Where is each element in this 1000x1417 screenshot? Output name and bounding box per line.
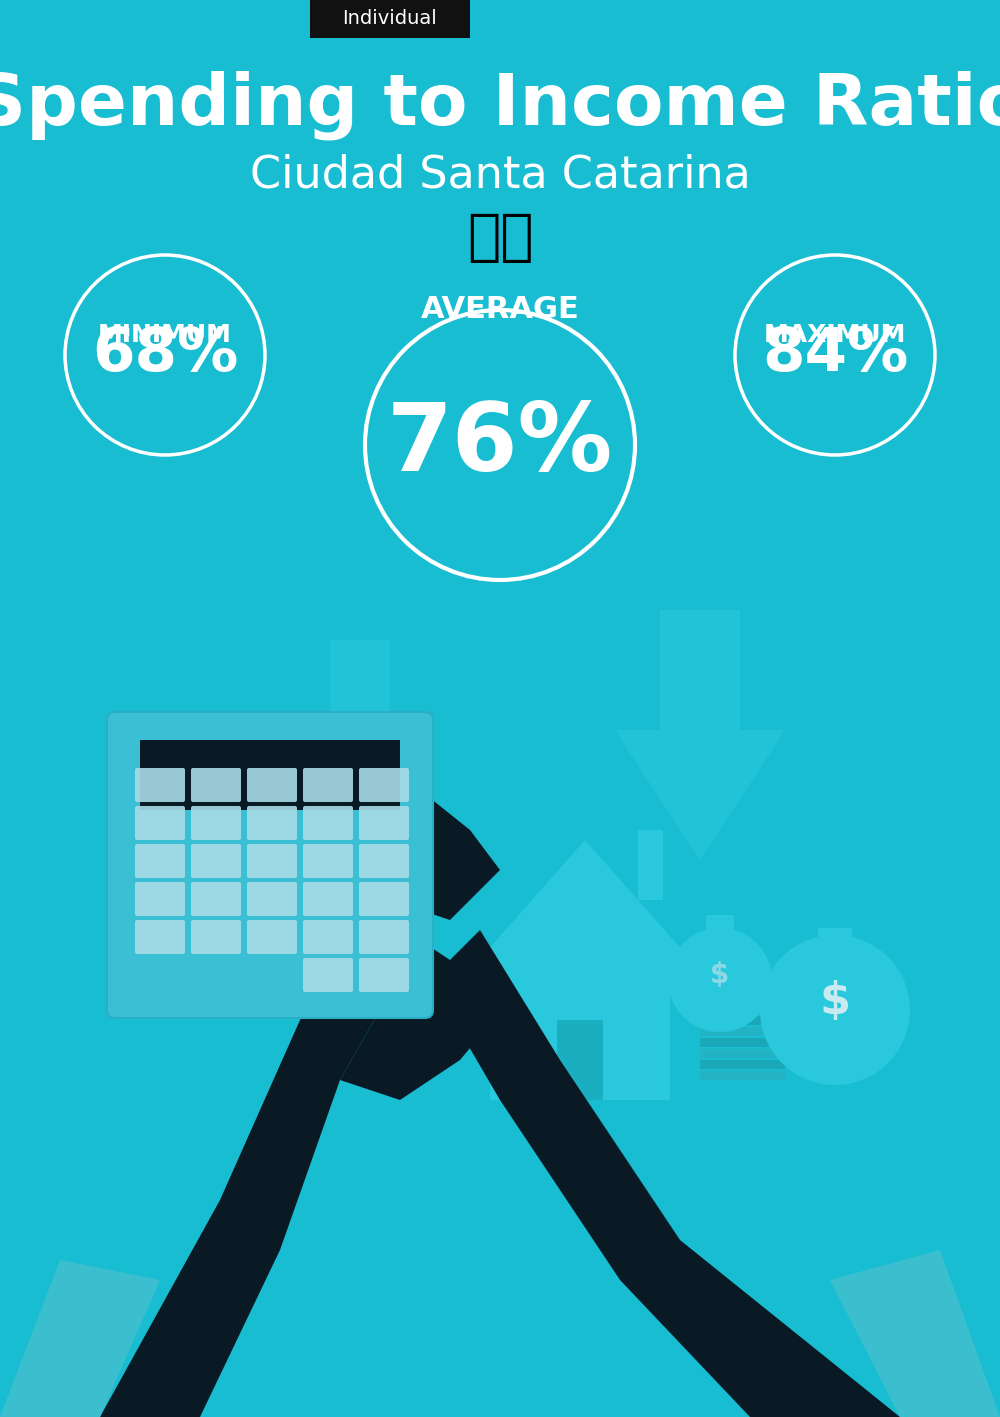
FancyBboxPatch shape [557,1020,603,1100]
FancyBboxPatch shape [303,920,353,954]
FancyBboxPatch shape [247,806,297,840]
FancyBboxPatch shape [359,845,409,879]
Text: MAXIMUM: MAXIMUM [764,323,906,347]
FancyBboxPatch shape [135,845,185,879]
FancyBboxPatch shape [303,845,353,879]
FancyBboxPatch shape [700,1016,785,1024]
FancyBboxPatch shape [135,881,185,915]
FancyBboxPatch shape [700,1005,785,1015]
FancyBboxPatch shape [700,993,785,1003]
Polygon shape [615,609,785,860]
Polygon shape [430,930,1000,1417]
Text: Ciudad Santa Catarina: Ciudad Santa Catarina [250,153,750,197]
FancyBboxPatch shape [706,915,734,937]
Text: Spending to Income Ratio: Spending to Income Ratio [0,71,1000,140]
FancyBboxPatch shape [700,1060,785,1068]
FancyBboxPatch shape [135,920,185,954]
FancyBboxPatch shape [247,881,297,915]
FancyBboxPatch shape [191,920,241,954]
Circle shape [668,928,772,1032]
Polygon shape [830,1250,1000,1417]
FancyBboxPatch shape [359,920,409,954]
Text: $: $ [710,961,730,989]
Polygon shape [340,939,510,1100]
FancyBboxPatch shape [191,881,241,915]
FancyBboxPatch shape [191,768,241,802]
FancyBboxPatch shape [247,768,297,802]
Text: 🇲🇽: 🇲🇽 [467,211,533,265]
FancyBboxPatch shape [247,845,297,879]
FancyBboxPatch shape [359,806,409,840]
Polygon shape [370,791,500,920]
FancyBboxPatch shape [135,768,185,802]
FancyBboxPatch shape [818,928,852,954]
FancyBboxPatch shape [700,1049,785,1058]
FancyBboxPatch shape [191,845,241,879]
FancyBboxPatch shape [303,768,353,802]
Circle shape [760,935,910,1085]
FancyBboxPatch shape [303,806,353,840]
Polygon shape [0,1260,160,1417]
FancyBboxPatch shape [490,971,670,1100]
FancyBboxPatch shape [700,1039,785,1047]
FancyBboxPatch shape [191,806,241,840]
Text: $: $ [820,981,850,1023]
Polygon shape [290,640,430,870]
FancyBboxPatch shape [359,958,409,992]
FancyBboxPatch shape [303,958,353,992]
FancyBboxPatch shape [247,920,297,954]
Text: Individual: Individual [343,10,437,28]
Text: 76%: 76% [387,400,613,492]
Text: 68%: 68% [92,326,238,384]
FancyBboxPatch shape [700,1027,785,1036]
Text: AVERAGE: AVERAGE [421,296,579,324]
FancyBboxPatch shape [135,806,185,840]
FancyBboxPatch shape [700,1071,785,1080]
Polygon shape [470,840,700,971]
FancyBboxPatch shape [303,881,353,915]
Polygon shape [0,900,420,1417]
FancyBboxPatch shape [359,768,409,802]
Text: 84%: 84% [762,326,908,384]
Text: MINIMUM: MINIMUM [98,323,232,347]
FancyBboxPatch shape [638,830,663,900]
FancyBboxPatch shape [310,0,470,38]
FancyBboxPatch shape [140,740,400,811]
FancyBboxPatch shape [107,711,433,1017]
FancyBboxPatch shape [359,881,409,915]
